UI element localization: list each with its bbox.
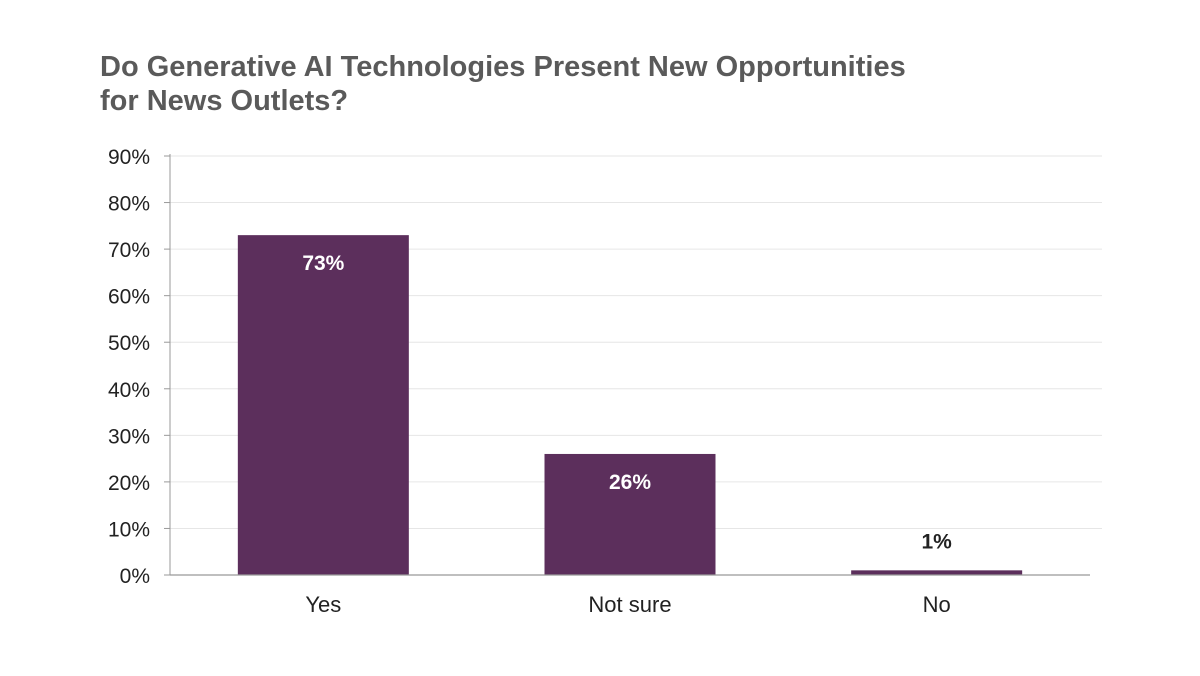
y-tick-label: 20% (108, 472, 150, 495)
x-tick-label: Not sure (588, 592, 671, 617)
y-tick-label: 0% (120, 565, 150, 588)
data-label: 73% (302, 252, 344, 275)
data-label: 1% (921, 530, 952, 553)
y-tick-label: 60% (108, 286, 150, 309)
y-tick-label: 40% (108, 379, 150, 402)
chart-title-line-2: for News Outlets? (100, 85, 349, 117)
y-tick-label: 10% (108, 518, 150, 541)
y-tick-label: 50% (108, 332, 150, 355)
y-tick-label: 90% (108, 146, 150, 169)
x-tick-label: No (923, 592, 951, 617)
bar-not-sure (544, 453, 716, 575)
data-label: 26% (609, 471, 651, 494)
chart-title: Do Generative AI Technologies Present Ne… (100, 50, 1000, 118)
y-tick-label: 70% (108, 239, 150, 262)
bar-no (851, 570, 1023, 575)
bar-yes (237, 235, 409, 575)
y-tick-label: 30% (108, 425, 150, 448)
y-tick-label: 80% (108, 193, 150, 216)
chart-title-line-1: Do Generative AI Technologies Present Ne… (100, 51, 906, 83)
x-tick-label: Yes (305, 592, 341, 617)
